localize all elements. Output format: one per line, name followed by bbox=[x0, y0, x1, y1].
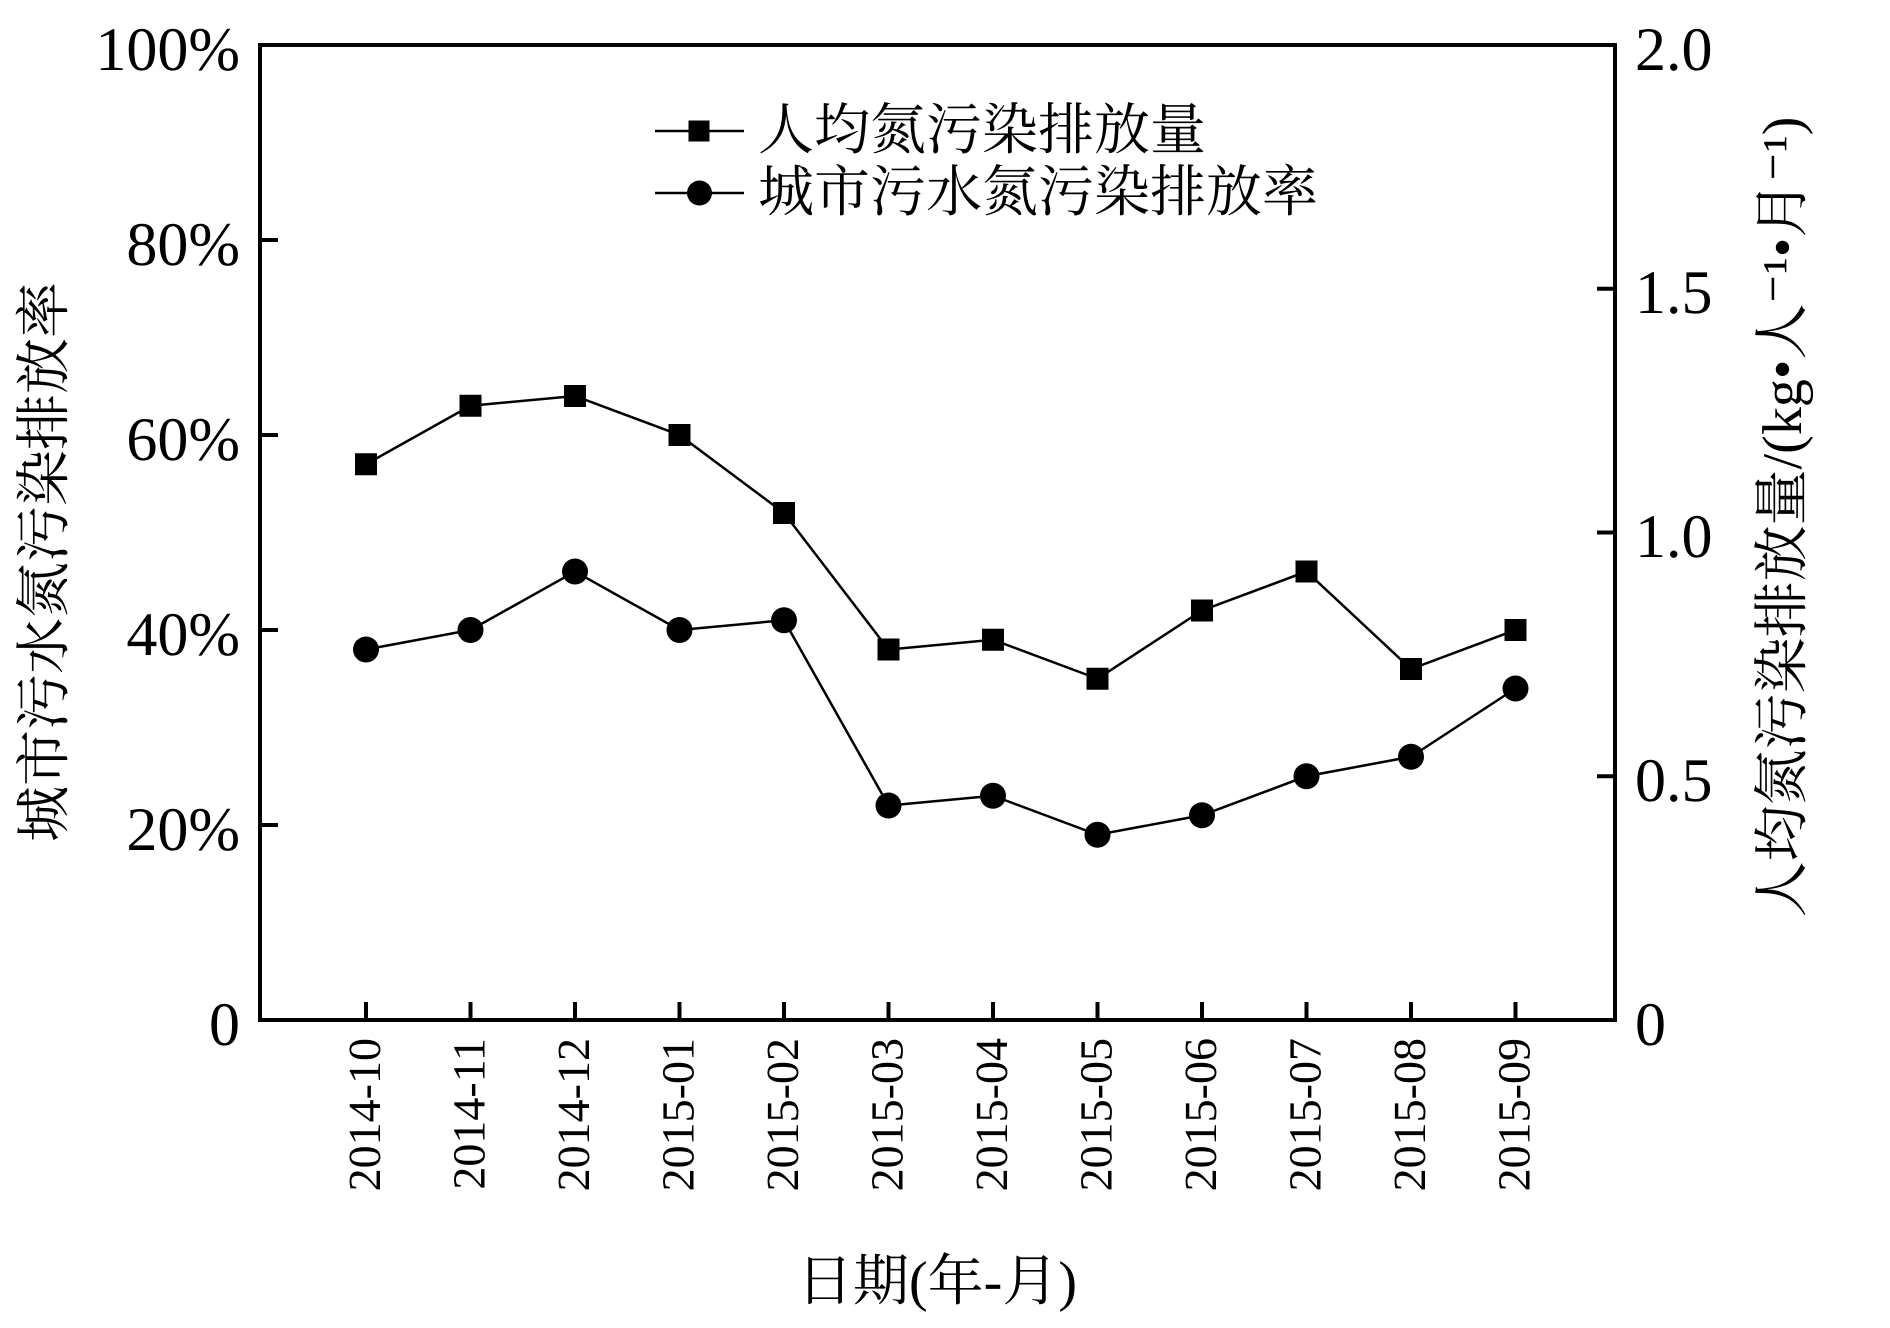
svg-text:20%: 20% bbox=[126, 796, 240, 864]
svg-text:60%: 60% bbox=[126, 406, 240, 474]
svg-text:2015-08: 2015-08 bbox=[1384, 1038, 1435, 1191]
svg-text:人均氮污染排放量/(kg•人⁻¹•月⁻¹): 人均氮污染排放量/(kg•人⁻¹•月⁻¹) bbox=[1752, 117, 1814, 918]
svg-text:城市污水氮污染排放率: 城市污水氮污染排放率 bbox=[14, 282, 76, 842]
svg-text:0.5: 0.5 bbox=[1635, 747, 1713, 815]
svg-text:人均氮污染排放量: 人均氮污染排放量 bbox=[758, 100, 1206, 162]
svg-text:2015-01: 2015-01 bbox=[653, 1038, 704, 1191]
svg-text:0: 0 bbox=[209, 991, 240, 1059]
svg-text:2014-12: 2014-12 bbox=[548, 1038, 599, 1191]
svg-text:0: 0 bbox=[1635, 991, 1666, 1059]
svg-text:2015-05: 2015-05 bbox=[1071, 1038, 1122, 1191]
svg-text:100%: 100% bbox=[95, 16, 240, 84]
svg-text:2014-11: 2014-11 bbox=[444, 1038, 495, 1190]
svg-text:2015-06: 2015-06 bbox=[1175, 1038, 1226, 1191]
svg-text:40%: 40% bbox=[126, 601, 240, 669]
svg-text:2015-03: 2015-03 bbox=[862, 1038, 913, 1191]
svg-text:1.0: 1.0 bbox=[1635, 503, 1713, 571]
svg-text:80%: 80% bbox=[126, 211, 240, 279]
svg-text:日期(年-月): 日期(年-月) bbox=[797, 1251, 1077, 1313]
svg-text:2015-04: 2015-04 bbox=[966, 1038, 1017, 1191]
svg-text:2014-10: 2014-10 bbox=[339, 1038, 390, 1191]
svg-text:2015-02: 2015-02 bbox=[757, 1038, 808, 1191]
svg-text:2015-09: 2015-09 bbox=[1489, 1038, 1540, 1191]
svg-text:2.0: 2.0 bbox=[1635, 16, 1713, 84]
svg-text:1.5: 1.5 bbox=[1635, 259, 1713, 327]
svg-text:城市污水氮污染排放率: 城市污水氮污染排放率 bbox=[758, 162, 1318, 224]
svg-text:2015-07: 2015-07 bbox=[1280, 1038, 1331, 1191]
